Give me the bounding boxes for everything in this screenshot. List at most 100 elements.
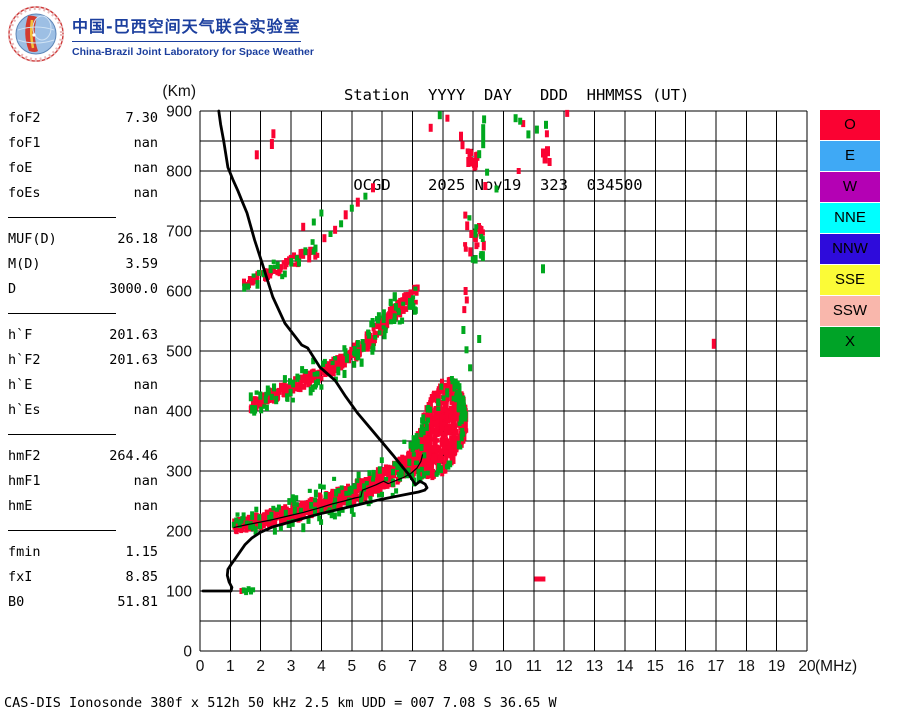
station-header-columns: Station YYYY DAY DDD HHMMSS (UT)	[344, 86, 690, 104]
x-tick-label: 5	[347, 658, 356, 675]
param-row-hme: hmE nan	[8, 494, 158, 519]
x-tick-label: 8	[438, 658, 447, 675]
x-axis-unit-label: (MHz)	[815, 658, 857, 675]
param-label: foEs	[8, 185, 41, 201]
param-row-hmf2: hmF2 264.46	[8, 444, 158, 469]
param-label: fxI	[8, 569, 33, 585]
o-trace-points	[232, 109, 716, 594]
param-row-foes: foEs nan	[8, 181, 158, 206]
param-row-d: D 3000.0	[8, 277, 158, 302]
param-value: nan	[133, 377, 158, 393]
legend-item-nne: NNE	[820, 203, 880, 233]
y-tick-label: 400	[166, 404, 192, 421]
param-label: foF1	[8, 135, 41, 151]
param-label: M(D)	[8, 256, 41, 272]
param-value: nan	[133, 185, 158, 201]
param-section-divider	[8, 313, 116, 314]
param-value: 26.18	[117, 231, 158, 247]
y-tick-label: 100	[166, 584, 192, 601]
x-tick-label: 10	[495, 658, 513, 675]
param-value: 201.63	[109, 352, 158, 368]
param-label: fmin	[8, 544, 41, 560]
y-tick-label: 200	[166, 524, 192, 541]
param-value: nan	[133, 498, 158, 514]
param-label: h`F2	[8, 352, 41, 368]
x-tick-label: 6	[378, 658, 387, 675]
x-tick-label: 17	[707, 658, 724, 675]
param-label: foF2	[8, 110, 41, 126]
param-row-md: M(D) 3.59	[8, 252, 158, 277]
param-row-mufd: MUF(D) 26.18	[8, 227, 158, 252]
x-tick-label: 14	[616, 658, 634, 675]
lab-title-english: China-Brazil Joint Laboratory for Space …	[72, 46, 314, 58]
param-value: nan	[133, 160, 158, 176]
param-row-hf: h`F 201.63	[8, 323, 158, 348]
param-value: 264.46	[109, 448, 158, 464]
lab-title-chinese: 中国-巴西空间天气联合实验室	[72, 13, 301, 42]
legend-item-w: W	[820, 172, 880, 202]
param-label: hmE	[8, 498, 33, 514]
y-tick-label: 700	[166, 224, 192, 241]
x-tick-label: 1	[226, 658, 235, 675]
x-tick-label: 19	[768, 658, 785, 675]
y-tick-label: 0	[183, 644, 192, 661]
overlay-curves	[201, 109, 429, 593]
param-row-fof1: foF1 nan	[8, 131, 158, 156]
x-tick-label: 13	[586, 658, 603, 675]
param-row-foe: foE nan	[8, 156, 158, 181]
legend-item-sse: SSE	[820, 265, 880, 295]
param-row-he: h`E nan	[8, 373, 158, 398]
param-label: MUF(D)	[8, 231, 57, 247]
x-tick-label: 9	[469, 658, 478, 675]
x-tick-label: 0	[196, 658, 205, 675]
trace-legend: O E W NNE NNW SSE SSW X	[820, 110, 880, 358]
x-tick-label: 20	[798, 658, 816, 675]
param-label: B0	[8, 594, 25, 610]
y-tick-label: 800	[166, 164, 192, 181]
lab-logo	[8, 6, 64, 62]
param-section-divider	[8, 530, 116, 531]
param-row-fof2: foF2 7.30	[8, 106, 158, 131]
param-row-b0: B0 51.81	[8, 590, 158, 615]
plot-grid	[199, 110, 808, 652]
param-value: 3.59	[125, 256, 158, 272]
lab-titles: 中国-巴西空间天气联合实验室 China-Brazil Joint Labora…	[72, 13, 314, 58]
param-label: hmF2	[8, 448, 41, 464]
param-label: hmF1	[8, 473, 41, 489]
param-value: nan	[133, 402, 158, 418]
y-tick-label: 500	[166, 344, 192, 361]
param-value: 201.63	[109, 327, 158, 343]
y-tick-label: 600	[166, 284, 192, 301]
transmission-curve	[201, 109, 429, 593]
param-value: 1.15	[125, 544, 158, 560]
legend-item-nnw: NNW	[820, 234, 880, 264]
legend-item-e: E	[820, 141, 880, 171]
legend-item-o: O	[820, 110, 880, 140]
x-tick-label: 7	[408, 658, 417, 675]
parameter-panel: foF2 7.30 foF1 nan foE nan foEs nan MUF(D) 26.18 M…	[8, 106, 158, 615]
x-tick-label: 11	[526, 658, 542, 675]
legend-item-x: X	[820, 327, 880, 357]
param-label: foE	[8, 160, 33, 176]
param-value: 7.30	[125, 110, 158, 126]
x-tick-label: 3	[287, 658, 296, 675]
param-section-divider	[8, 217, 116, 218]
param-value: 8.85	[125, 569, 158, 585]
x-tick-label: 18	[738, 658, 755, 675]
param-label: D	[8, 281, 17, 297]
param-value: nan	[133, 473, 158, 489]
param-value: 3000.0	[109, 281, 158, 297]
param-row-hes: h`Es nan	[8, 398, 158, 423]
param-row-fxi: fxI 8.85	[8, 565, 158, 590]
y-tick-label: 300	[166, 464, 192, 481]
x-tick-label: 12	[556, 658, 573, 675]
legend-item-ssw: SSW	[820, 296, 880, 326]
x-tick-label: 16	[677, 658, 694, 675]
x-tick-label: 4	[317, 658, 326, 675]
param-label: h`E	[8, 377, 33, 393]
x-tick-label: 2	[256, 658, 265, 675]
scaled-h-trace	[233, 454, 424, 528]
